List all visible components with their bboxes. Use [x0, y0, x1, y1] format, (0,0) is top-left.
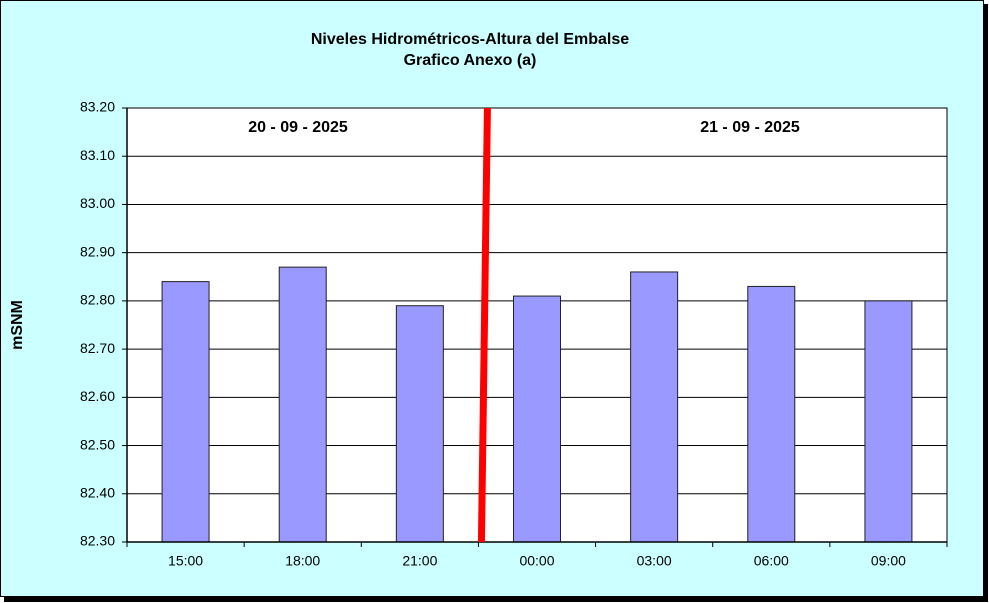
y-tick-label: 82.70 — [80, 340, 115, 356]
annotation: 21 - 09 - 2025 — [700, 119, 800, 136]
y-tick-label: 82.40 — [80, 484, 115, 500]
y-tick-label: 82.60 — [80, 388, 115, 404]
bar — [630, 271, 679, 543]
y-tick-label: 82.80 — [80, 292, 115, 308]
bar — [864, 300, 913, 543]
y-tick-label: 83.10 — [80, 147, 115, 163]
x-tick-label: 21:00 — [402, 553, 437, 569]
x-tick-label: 15:00 — [168, 553, 203, 569]
y-axis-label: mSNM — [9, 300, 26, 350]
bar — [747, 285, 796, 543]
y-tick-label: 83.20 — [80, 99, 115, 115]
x-tick-label: 09:00 — [871, 553, 906, 569]
bar — [513, 295, 561, 543]
x-tick-label: 06:00 — [754, 553, 789, 569]
day-divider — [477, 107, 491, 543]
annotation: 20 - 09 - 2025 — [248, 119, 348, 136]
y-tick-label: 82.50 — [80, 436, 115, 452]
chart-title: Niveles Hidrométricos-Altura del Embalse — [311, 31, 629, 48]
chart-subtitle: Grafico Anexo (a) — [404, 52, 537, 69]
x-tick-label: 00:00 — [519, 553, 554, 569]
x-tick-label: 18:00 — [285, 553, 320, 569]
bar — [395, 305, 444, 543]
bar — [278, 266, 327, 543]
x-tick-label: 03:00 — [637, 553, 672, 569]
y-tick-label: 82.90 — [80, 243, 115, 259]
bar — [161, 281, 210, 543]
y-tick-label: 83.00 — [80, 195, 115, 211]
y-tick-label: 82.30 — [80, 533, 115, 549]
